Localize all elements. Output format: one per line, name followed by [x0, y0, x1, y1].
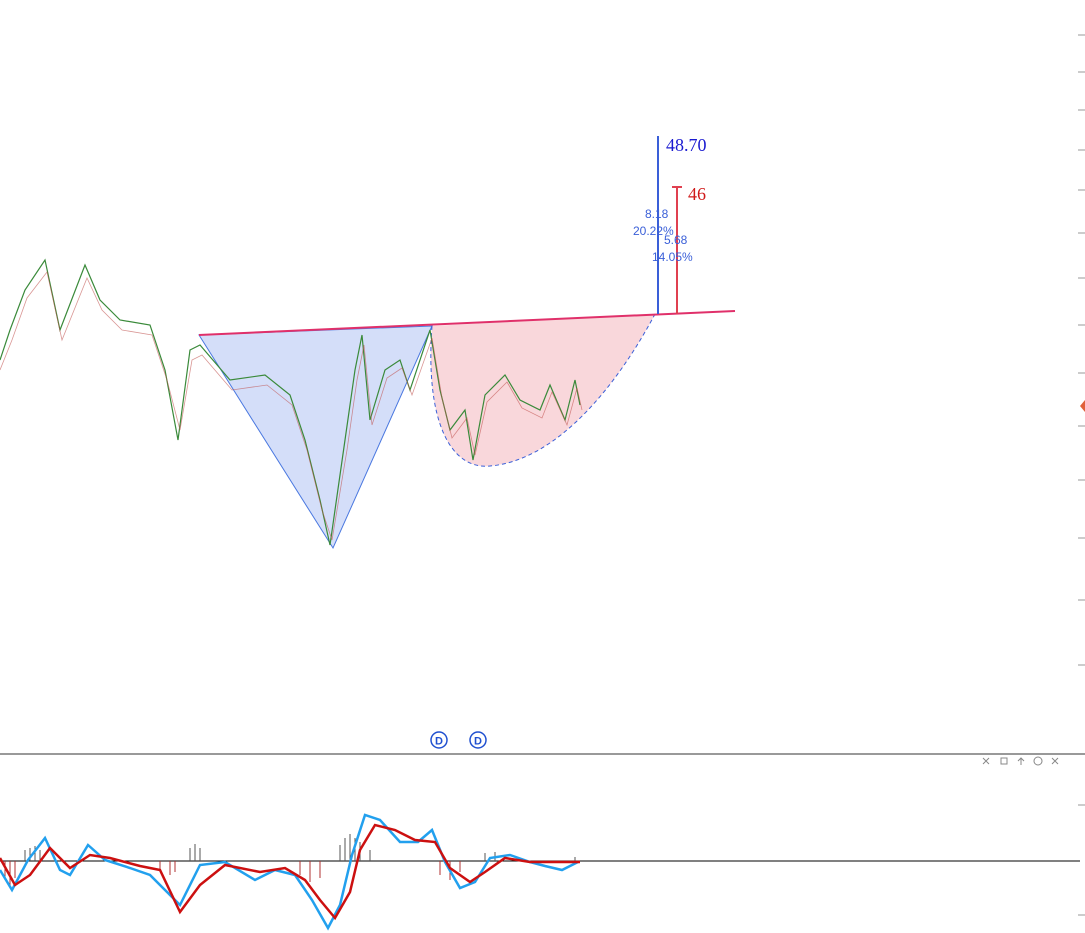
macd-histogram-neg — [4, 861, 461, 885]
pane-controls[interactable] — [982, 756, 1059, 766]
target-low-label: 46 — [688, 184, 706, 204]
cup-outline — [430, 313, 656, 467]
dividend-label[interactable]: D — [435, 736, 443, 748]
pct-label: 14.05% — [652, 250, 693, 264]
pct-label: 20.22% — [633, 224, 674, 238]
target-high-label: 48.70 — [666, 135, 707, 155]
price-marker — [1080, 400, 1085, 412]
price-line — [0, 258, 581, 546]
diff-label: 5.68 — [664, 233, 688, 247]
signal-line — [0, 823, 580, 921]
triangle-pattern — [198, 325, 433, 550]
axis-ticks — [1078, 34, 1085, 916]
dividend-marker[interactable] — [430, 731, 448, 749]
neckline — [198, 310, 736, 336]
diff-label: 8.18 — [645, 207, 669, 221]
price-line-low — [0, 271, 583, 541]
dividend-marker[interactable] — [469, 731, 487, 749]
cup-pattern — [430, 314, 655, 467]
dividend-label[interactable]: D — [474, 736, 482, 748]
